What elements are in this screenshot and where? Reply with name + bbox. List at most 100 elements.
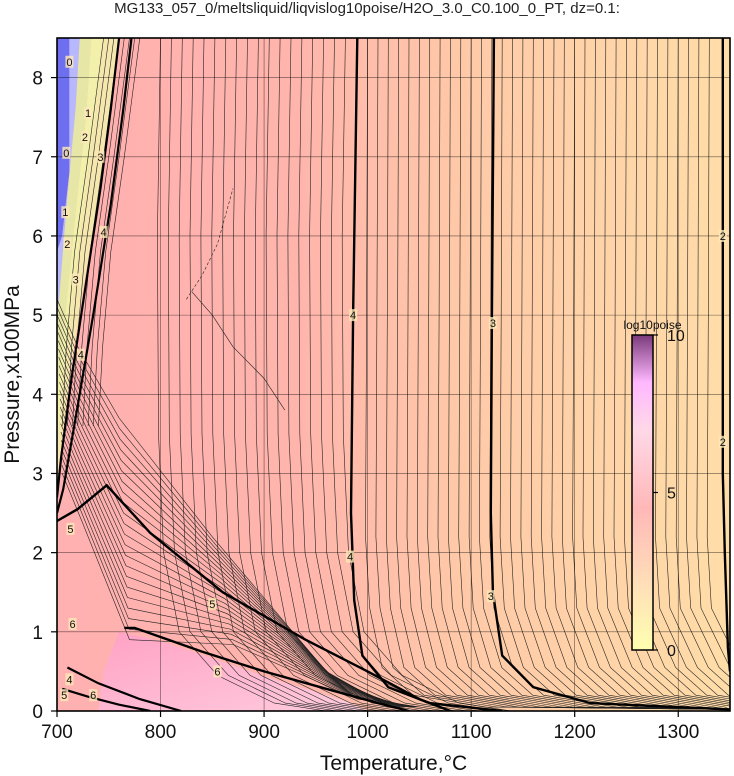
minor-contour <box>437 38 730 710</box>
contour-label-text: 0 <box>66 57 72 69</box>
major-contour <box>61 687 151 711</box>
contour-label: 1 <box>84 107 93 120</box>
minor-contour <box>167 38 338 711</box>
minor-contour <box>58 357 399 708</box>
x-tick-label: 1100 <box>451 722 492 743</box>
y-tick-label: 5 <box>32 306 43 327</box>
minor-contour <box>58 348 398 708</box>
minor-contour <box>59 406 408 708</box>
minor-contour <box>59 390 405 708</box>
colorbar-title: log10poise <box>623 318 681 332</box>
contour-label-text: 5 <box>67 524 73 536</box>
contour-label-bg <box>61 206 70 219</box>
contour-label-text: 4 <box>78 350 84 362</box>
contour-label-text: 0 <box>63 148 69 160</box>
contour-label-bg <box>84 107 93 120</box>
major-contour <box>66 666 182 711</box>
contour-label-bg <box>63 237 72 250</box>
major-contour <box>57 38 133 514</box>
colored-regions <box>57 38 368 711</box>
contour-label-text: 3 <box>97 152 103 164</box>
y-tick-label: 6 <box>32 227 43 248</box>
contour-label-bg <box>60 689 69 702</box>
contour-label: 5 <box>60 689 69 702</box>
contour-label: 6 <box>68 617 77 631</box>
minor-contour <box>320 38 490 711</box>
minor-contour <box>341 38 512 711</box>
major-contour-lines <box>57 38 730 711</box>
contour-label: 2 <box>63 237 72 251</box>
minor-contour <box>706 38 730 710</box>
contour-label: 2 <box>80 130 89 144</box>
viscosity-band <box>57 38 104 450</box>
contour-label: 6 <box>89 689 98 702</box>
contour-label: 4 <box>99 225 108 239</box>
high-viscosity-region <box>98 631 368 711</box>
minor-contour <box>157 38 327 711</box>
y-axis-label: Pressure,x100MPa <box>1 285 24 464</box>
contour-label-text: 4 <box>101 227 107 239</box>
minor-contour <box>298 38 468 711</box>
contour-label: 0 <box>65 55 74 69</box>
contour-label-bg <box>89 689 98 702</box>
minor-contour <box>178 38 348 711</box>
minor-contour <box>189 38 359 711</box>
contour-label-bg <box>71 273 80 286</box>
contour-label-text: 4 <box>350 310 356 322</box>
minor-contour <box>60 431 413 708</box>
minor-contour <box>98 38 141 427</box>
minor-contour <box>396 38 730 710</box>
contour-label-text: 3 <box>73 274 79 286</box>
minor-contour <box>61 448 415 708</box>
contour-label-bg <box>66 522 75 535</box>
minor-contour <box>67 38 110 427</box>
viscosity-band <box>57 38 80 316</box>
minor-contour <box>72 38 115 427</box>
minor-contour <box>60 423 411 708</box>
minor-contour <box>60 415 410 708</box>
major-contour-6 <box>124 626 410 711</box>
minor-contour <box>244 38 414 711</box>
minor-contour <box>287 38 457 711</box>
minor-contour <box>58 365 401 708</box>
contour-label-text: 3 <box>488 591 494 603</box>
minor-contour <box>479 38 730 710</box>
minor-contour <box>696 38 730 710</box>
y-tick-label: 1 <box>32 623 43 644</box>
contour-label-bg <box>99 225 108 238</box>
y-tick-label: 2 <box>32 544 43 565</box>
minor-contour <box>331 38 501 711</box>
contour-label-text: 2 <box>82 132 88 144</box>
minor-contour <box>427 38 730 710</box>
contour-label-text: 2 <box>720 437 726 449</box>
minor-contour <box>603 38 730 710</box>
contour-label-text: 6 <box>90 690 96 702</box>
contour-label: 5 <box>208 598 217 611</box>
x-tick-label: 800 <box>145 722 177 743</box>
contour-label: 1 <box>61 206 70 219</box>
minor-contour <box>655 38 730 710</box>
minor-contour <box>59 398 407 708</box>
contour-label-text: 4 <box>347 552 353 564</box>
colorbar-tick-label: 5 <box>667 486 676 503</box>
contour-label-text: 6 <box>214 666 220 678</box>
contour-label-bg <box>349 309 358 322</box>
colorbar-scale <box>631 334 654 651</box>
contour-label: 3 <box>488 317 497 330</box>
minor-contour-lines <box>57 38 730 711</box>
contour-label-bg <box>76 348 85 361</box>
minor-contour <box>211 38 381 711</box>
minor-contour <box>59 382 404 708</box>
contour-label-bg <box>68 617 77 630</box>
plot-frame <box>56 37 731 712</box>
contour-label-text: 1 <box>85 108 91 120</box>
contour-label-bg <box>718 435 727 448</box>
minor-contour <box>186 188 234 300</box>
contour-label: 2 <box>718 435 727 449</box>
contour-label: 0 <box>62 146 71 160</box>
contour-label-bg <box>718 229 727 242</box>
x-tick-label: 1000 <box>346 722 388 743</box>
x-tick-label: 1300 <box>657 722 699 743</box>
minor-contour <box>561 38 730 710</box>
minor-contour <box>406 38 730 710</box>
